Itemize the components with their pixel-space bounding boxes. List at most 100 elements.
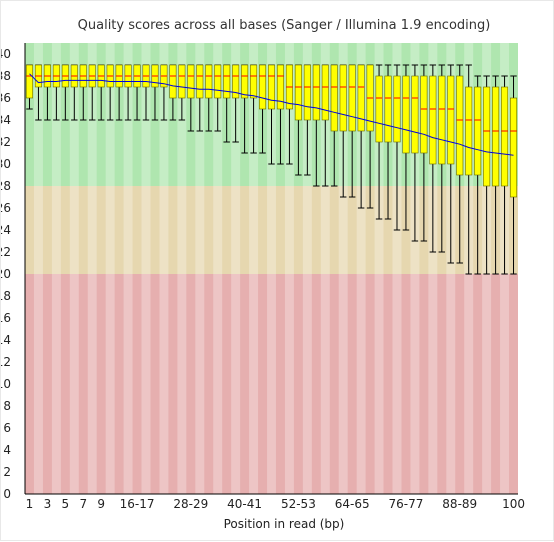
- zone-stripe: [338, 43, 348, 494]
- zone-stripe: [446, 43, 456, 494]
- box-iqr: [267, 64, 276, 110]
- box-100: [509, 75, 518, 275]
- zone-stripe: [428, 43, 438, 494]
- box-62-63: [339, 64, 347, 198]
- mean-line-series: [29, 73, 514, 156]
- box-82-83: [429, 64, 437, 253]
- box-40-41: [241, 64, 249, 154]
- zone-stripe: [231, 43, 241, 494]
- box-iqr: [294, 64, 302, 121]
- box-6: [70, 64, 78, 121]
- zone-stripe: [159, 43, 169, 494]
- box-iqr: [241, 64, 249, 99]
- y-tick-label: 10: [1, 377, 11, 391]
- box-36-37: [223, 64, 231, 143]
- zone-stripe: [284, 43, 294, 494]
- box-44-45: [259, 64, 267, 154]
- box-iqr: [276, 64, 284, 110]
- x-tick-label: 40-41: [227, 497, 262, 511]
- zone-stripe: [302, 43, 312, 494]
- box-86-87: [447, 64, 455, 264]
- zone-stripe: [249, 43, 259, 494]
- box-30-31: [196, 64, 204, 132]
- box-iqr: [438, 75, 446, 165]
- box-iqr: [501, 86, 509, 187]
- box-9: [97, 64, 105, 121]
- box-iqr: [483, 86, 491, 187]
- box-22-23: [160, 64, 168, 121]
- zone-stripe: [392, 43, 402, 494]
- zone-stripe: [177, 43, 187, 494]
- box-iqr: [196, 64, 204, 99]
- box-2: [34, 64, 42, 121]
- box-72-73: [384, 64, 392, 220]
- y-axis: 0246810121416182022242628303234363840: [1, 43, 26, 501]
- box-7: [79, 64, 87, 121]
- y-tick-label: 20: [1, 267, 11, 281]
- x-tick-label: 28-29: [173, 497, 208, 511]
- box-48-49: [276, 64, 284, 165]
- box-iqr: [169, 64, 177, 99]
- box-iqr: [303, 64, 311, 121]
- y-tick-label: 38: [1, 69, 11, 83]
- box-42-43: [250, 64, 258, 154]
- zone-stripe: [356, 43, 366, 494]
- box-52-53: [294, 64, 302, 176]
- zone-stripe: [374, 43, 384, 494]
- box-14-15: [124, 64, 132, 121]
- y-tick-label: 18: [1, 289, 11, 303]
- box-46-47: [267, 64, 276, 165]
- box-iqr: [214, 64, 222, 99]
- y-tick-label: 26: [1, 201, 11, 215]
- box-66-67: [357, 64, 365, 209]
- box-iqr: [205, 64, 213, 99]
- box-iqr: [411, 75, 419, 154]
- box-58-59: [321, 64, 329, 187]
- box-20-21: [151, 64, 159, 121]
- box-80-81: [420, 64, 428, 242]
- x-tick-label: 7: [79, 497, 87, 511]
- box-iqr: [259, 64, 267, 110]
- x-tick-label: 1: [26, 497, 34, 511]
- box-iqr: [357, 64, 365, 132]
- box-iqr: [509, 97, 518, 198]
- box-iqr: [492, 86, 500, 187]
- box-34-35: [214, 64, 222, 132]
- box-iqr: [420, 75, 428, 154]
- zone-stripe: [141, 43, 151, 494]
- zone-stripe: [105, 43, 115, 494]
- y-tick-label: 28: [1, 179, 11, 193]
- box-iqr: [384, 75, 392, 143]
- box-iqr: [223, 64, 231, 99]
- box-74-75: [393, 64, 401, 231]
- box-iqr: [250, 64, 258, 99]
- y-tick-label: 32: [1, 135, 11, 149]
- box-16-17: [133, 64, 141, 121]
- mean-line: [29, 73, 514, 156]
- zone-stripe: [123, 43, 133, 494]
- x-tick-label: 64-65: [335, 497, 370, 511]
- y-tick-label: 2: [3, 465, 11, 479]
- box-60-61: [330, 64, 338, 187]
- box-50-51: [285, 64, 293, 165]
- y-tick-label: 14: [1, 333, 11, 347]
- y-tick-label: 36: [1, 91, 11, 105]
- quality-zone-0: [25, 274, 518, 494]
- x-tick-label: 100: [502, 497, 525, 511]
- box-64-65: [348, 64, 356, 198]
- y-tick-label: 34: [1, 113, 11, 127]
- box-94-95: [483, 75, 491, 275]
- box-38-39: [232, 64, 240, 143]
- box-iqr: [330, 64, 338, 132]
- box-32-33: [205, 64, 213, 132]
- box-88-89: [456, 64, 464, 264]
- x-tick-label: 3: [44, 497, 52, 511]
- box-12-13: [115, 64, 123, 121]
- x-tick-label: 16-17: [120, 497, 155, 511]
- zone-stripe: [87, 43, 97, 494]
- box-iqr: [25, 64, 34, 99]
- zone-stripe: [33, 43, 43, 494]
- y-tick-label: 40: [1, 47, 11, 61]
- quality-zone-1: [25, 186, 518, 274]
